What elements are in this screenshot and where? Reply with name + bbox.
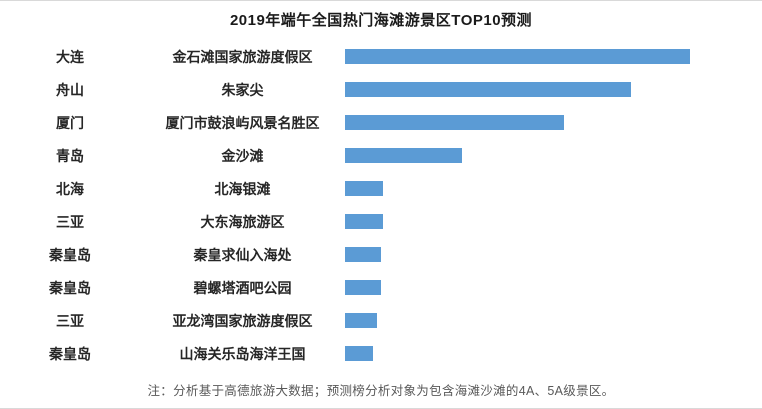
- bar-track: [345, 49, 690, 64]
- attraction-label: 金石滩国家旅游度假区: [172, 48, 313, 65]
- bar-track: [345, 214, 690, 229]
- attraction-label: 朱家尖: [221, 81, 264, 98]
- bar-track: [345, 346, 690, 361]
- attraction-label: 亚龙湾国家旅游度假区: [172, 312, 313, 329]
- bar-track: [345, 181, 690, 196]
- city-label: 厦门: [56, 114, 84, 131]
- bar-track: [345, 148, 690, 163]
- bar: [345, 214, 383, 229]
- bar-track: [345, 247, 690, 262]
- chart-row: 北海 北海银滩: [0, 172, 762, 205]
- attraction-label: 山海关乐岛海洋王国: [179, 345, 306, 362]
- chart-row: 厦门 厦门市鼓浪屿风景名胜区: [0, 106, 762, 139]
- attraction-label: 金沙滩: [221, 147, 264, 164]
- bar: [345, 181, 383, 196]
- city-label: 三亚: [56, 312, 84, 329]
- city-label: 青岛: [56, 147, 84, 164]
- chart-row: 秦皇岛 碧螺塔酒吧公园: [0, 271, 762, 304]
- bar: [345, 115, 565, 130]
- bar: [345, 148, 463, 163]
- bar-track: [345, 280, 690, 295]
- attraction-label: 北海银滩: [214, 180, 271, 197]
- chart-row: 舟山 朱家尖: [0, 73, 762, 106]
- bar: [345, 49, 690, 64]
- city-label: 秦皇岛: [49, 345, 91, 362]
- attraction-label: 碧螺塔酒吧公园: [193, 279, 292, 296]
- chart-row: 秦皇岛 山海关乐岛海洋王国: [0, 337, 762, 370]
- bar: [345, 346, 374, 361]
- bar: [345, 313, 378, 328]
- chart-row: 青岛 金沙滩: [0, 139, 762, 172]
- bar-track: [345, 82, 690, 97]
- attraction-label: 厦门市鼓浪屿风景名胜区: [165, 114, 320, 131]
- attraction-label: 秦皇求仙入海处: [193, 246, 292, 263]
- chart-row: 三亚 亚龙湾国家旅游度假区: [0, 304, 762, 337]
- chart-row: 三亚 大东海旅游区: [0, 205, 762, 238]
- chart-title: 2019年端午全国热门海滩游景区TOP10预测: [229, 12, 533, 29]
- city-label: 舟山: [56, 81, 84, 98]
- city-label: 大连: [56, 48, 84, 65]
- bar-chart: 大连 金石滩国家旅游度假区 舟山 朱家尖 厦门 厦门市鼓浪屿风景名胜区 青岛 金…: [0, 40, 762, 370]
- bar: [345, 247, 381, 262]
- bar: [345, 82, 632, 97]
- city-label: 秦皇岛: [49, 246, 91, 263]
- bar-track: [345, 115, 690, 130]
- bar: [345, 280, 381, 295]
- bar-track: [345, 313, 690, 328]
- attraction-label: 大东海旅游区: [200, 213, 285, 230]
- chart-row: 大连 金石滩国家旅游度假区: [0, 40, 762, 73]
- footnote: 注：分析基于高德旅游大数据；预测榜分析对象为包含海滩沙滩的4A、5A级景区。: [147, 384, 615, 398]
- city-label: 北海: [56, 180, 84, 197]
- city-label: 秦皇岛: [49, 279, 91, 296]
- city-label: 三亚: [56, 213, 84, 230]
- chart-row: 秦皇岛 秦皇求仙入海处: [0, 238, 762, 271]
